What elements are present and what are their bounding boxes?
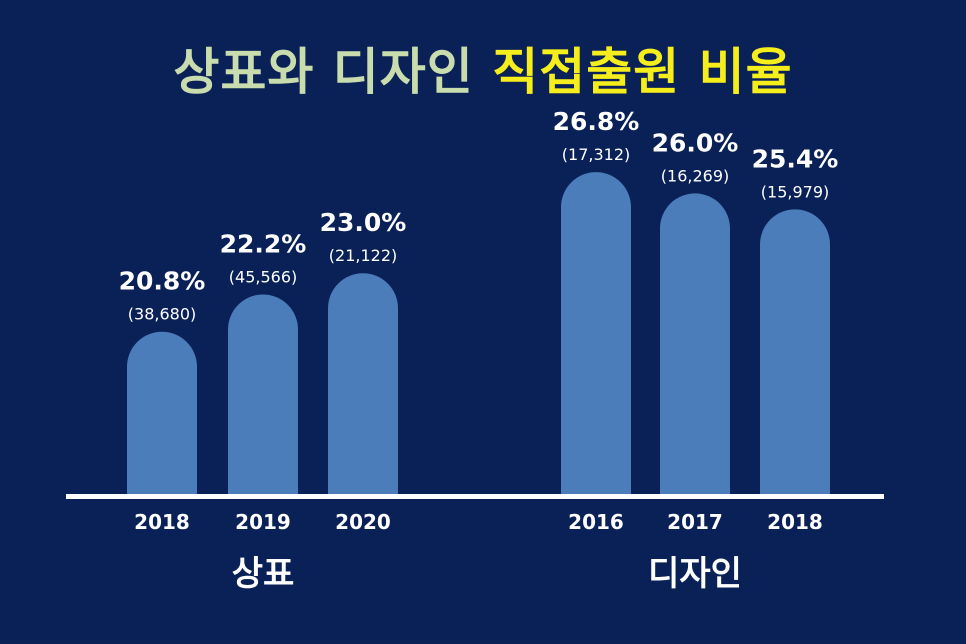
x-tick-label: 2017 <box>667 510 723 534</box>
bar-2016-design <box>561 172 631 494</box>
value-label: 25.4% <box>752 144 839 173</box>
count-label: (38,680) <box>128 305 196 324</box>
bar-2018-design <box>760 209 830 495</box>
count-label: (16,269) <box>661 166 729 185</box>
bar-2020-trademark <box>328 273 398 494</box>
x-tick-label: 2020 <box>335 510 391 534</box>
x-tick-label: 2018 <box>767 510 823 534</box>
group-label: 상표 <box>232 554 295 594</box>
title-part-1: 상표와 디자인 <box>173 43 474 101</box>
x-tick-label: 2016 <box>568 510 624 534</box>
x-tick-label: 2018 <box>134 510 190 534</box>
value-label: 22.2% <box>220 229 307 258</box>
count-label: (15,979) <box>761 182 829 201</box>
title-part-2: 직접출원 비율 <box>492 43 793 101</box>
bar-2019-trademark <box>228 294 298 494</box>
baseline-axis <box>66 494 884 499</box>
count-label: (21,122) <box>329 246 397 265</box>
value-label: 20.8% <box>119 267 206 296</box>
count-label: (17,312) <box>562 145 630 164</box>
chart-title: 상표와 디자인 직접출원 비율 <box>0 42 966 102</box>
group-label: 디자인 <box>648 554 742 594</box>
value-label: 26.8% <box>553 107 640 136</box>
value-label: 23.0% <box>320 208 407 237</box>
bar-2017-design <box>660 193 730 494</box>
bar-2018-trademark <box>127 331 197 494</box>
count-label: (45,566) <box>229 267 297 286</box>
value-label: 26.0% <box>652 128 739 157</box>
x-tick-label: 2019 <box>235 510 291 534</box>
